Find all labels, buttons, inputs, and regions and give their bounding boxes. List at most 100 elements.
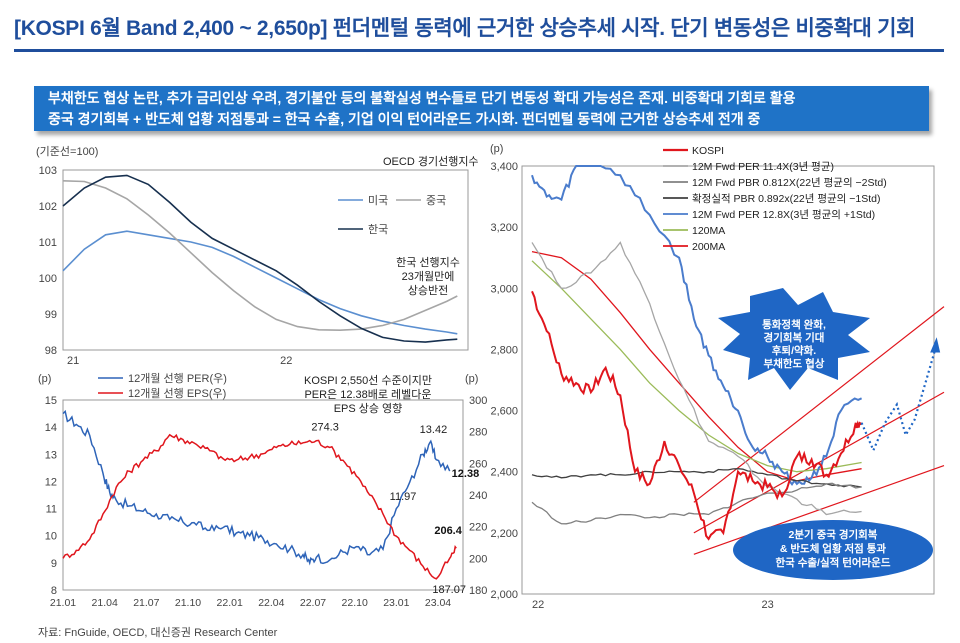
c2-y-left-tick: 15	[45, 395, 57, 407]
c2-x-tick: 22.07	[300, 597, 326, 609]
c3-legend-label: KOSPI	[692, 145, 724, 157]
c3-y-tick: 3,400	[490, 161, 518, 173]
summary-banner: 부채한도 협상 논란, 추가 금리인상 우려, 경기불안 등의 불확실성 변수들…	[34, 86, 929, 131]
c3-legend-label: 12M Fwd PER 11.4X(3년 평균)	[692, 161, 834, 173]
c1-title: OECD 경기선행지수	[383, 155, 478, 168]
c1-series-line	[62, 230, 458, 335]
c2-eps-low-label: 187.07	[432, 584, 466, 596]
oecd-leading-index-chart: (기준선=100) OECD 경기선행지수 98 99 100 101 102 103 2…	[36, 145, 478, 367]
c1-annotation: 한국 선행지수 23개월만에 상승반전	[396, 256, 460, 297]
c3-bubble-bottom-line2: & 반도체 업황 저점 통과	[780, 542, 887, 555]
banner-line-2: 중국 경기회복 + 반도체 업황 저점통과 = 한국 수출, 기업 이익 턴어라…	[48, 111, 761, 127]
c3-legend-label: 12M Fwd PER 12.8X(3년 평균의 +1Std)	[692, 209, 875, 221]
c2-y-left-tick: 8	[51, 585, 57, 597]
c3-forecast-arrowhead	[930, 337, 941, 353]
c2-eps-peak-label: 274.3	[311, 422, 339, 434]
c2-y-left-tick: 11	[46, 504, 57, 516]
c1-legend-korea: 한국	[368, 223, 388, 236]
c3-y-tick: 2,400	[490, 467, 518, 479]
c2-x-tick: 21.01	[50, 597, 76, 609]
c3-forecast-path	[860, 349, 937, 454]
c1-plot-frame	[62, 169, 469, 351]
c3-unit-label: (p)	[490, 143, 503, 155]
c2-annotation-line2: PER은 12.38배로 레벨다운	[304, 388, 431, 401]
c2-y-right-tick: 240	[469, 490, 487, 502]
c3-x-tick: 22	[532, 599, 544, 611]
c1-y-tick: 98	[45, 345, 57, 357]
c3-bubble-top-shape	[718, 288, 870, 390]
c3-y-tick: 3,000	[490, 283, 518, 295]
c2-annotation-line1: KOSPI 2,550선 수준이지만	[304, 374, 432, 387]
c3-y-tick: 2,800	[490, 344, 518, 356]
c2-x-tick: 23.01	[383, 597, 409, 609]
c2-eps-last-label: 206.4	[434, 525, 462, 537]
c2-x-tick: 21.04	[92, 597, 118, 609]
c3-series-line	[531, 468, 862, 488]
c3-bubble-bottom-line3: 한국 수출/실적 턴어라운드	[775, 556, 890, 569]
c2-y-right-tick: 200	[469, 553, 487, 565]
c2-x-tick: 23.04	[425, 597, 451, 609]
c1-annotation-line3: 상승반전	[408, 284, 448, 297]
c3-bubble-bottom: 2분기 중국 경기회복 & 반도체 업황 저점 통과 한국 수출/실적 턴어라운…	[733, 520, 933, 580]
c2-y-right-tick: 180	[469, 585, 487, 597]
c3-bubble-top-line4: 부채한도 협상	[764, 357, 825, 370]
c3-legend-label: 확정실적 PBR 0.892x(22년 평균의 −1Std)	[692, 192, 880, 205]
c2-per-last-label: 12.38	[452, 468, 480, 480]
c2-y-right-tick: 300	[469, 395, 487, 407]
c2-legend: 12개월 선행 PER(우) 12개월 선행 EPS(우)	[98, 372, 227, 400]
c3-bubble-top-line1: 통화정책 완화,	[762, 318, 826, 331]
c2-annotation-line3: EPS 상승 영향	[334, 402, 403, 415]
c3-bubble-bottom-line1: 2분기 중국 경기회복	[789, 528, 878, 541]
c3-series-line	[531, 260, 862, 473]
c2-y-right-tick: 260	[469, 458, 487, 470]
c1-legend-china: 중국	[426, 195, 446, 207]
c3-bubble-bottom-shape	[733, 520, 933, 580]
c2-x-tick: 22.01	[217, 597, 243, 609]
c1-annotation-line1: 한국 선행지수	[396, 256, 460, 269]
source-note: 자료: FnGuide, OECD, 대신증권 Research Center	[38, 627, 278, 639]
c3-bubble-top-line3: 후퇴/약화.	[772, 344, 817, 357]
c1-y-tick: 103	[39, 165, 57, 177]
c2-y-left-tick: 9	[51, 558, 57, 570]
c1-legend-us: 미국	[368, 194, 388, 207]
c3-channel-line	[693, 306, 945, 503]
c2-legend-per: 12개월 선행 PER(우)	[128, 372, 227, 385]
c2-per-peak-label: 13.42	[420, 424, 448, 436]
c2-x-tick: 21.10	[175, 597, 201, 609]
c1-y-tick: 100	[39, 273, 57, 285]
title-rule	[14, 49, 944, 52]
c1-unit-label: (기준선=100)	[36, 145, 98, 158]
c3-legend: KOSPI 12M Fwd PER 11.4X(3년 평균) 12M Fwd PBR…	[663, 145, 887, 253]
c2-y-right-tick: 220	[469, 522, 487, 534]
kospi-band-chart: (p) 2,000 2,200 2,400 2,600 2,800 3,000 3,200 3…	[490, 143, 945, 611]
c3-series-line	[531, 165, 863, 487]
c3-bubble-top: 통화정책 완화, 경기회복 기대 후퇴/약화. 부채한도 협상	[718, 288, 870, 390]
c2-y-right-tick: 280	[469, 427, 487, 439]
c2-y-left-tick: 12	[45, 476, 57, 488]
c1-series-line	[62, 174, 458, 343]
c3-legend-label: 12M Fwd PBR 0.812X(22년 평균의 −2Std)	[692, 177, 887, 189]
c3-y-tick: 2,200	[490, 528, 518, 540]
c2-legend-eps: 12개월 선행 EPS(우)	[128, 387, 226, 400]
c2-series-line	[62, 409, 451, 566]
c2-plot-frame	[62, 399, 464, 591]
c1-x-tick: 21	[67, 355, 79, 367]
c2-right-unit: (p)	[465, 373, 478, 385]
c3-series-line	[531, 290, 863, 541]
c2-left-unit: (p)	[38, 373, 51, 385]
c2-per-low-label: 11.97	[390, 491, 417, 503]
per-eps-chart: (p) (p) 8 9 10 11 12 13 14 15 180 200 220 240 260 280…	[38, 372, 487, 609]
c3-legend-label: 200MA	[692, 241, 725, 253]
c3-series-line	[531, 241, 862, 516]
c2-series-line	[62, 433, 457, 580]
c3-y-tick: 2,600	[490, 406, 518, 418]
c1-legend: 미국 중국 한국	[338, 194, 446, 236]
c3-bubble-top-line2: 경기회복 기대	[764, 331, 825, 344]
c1-y-tick: 99	[45, 309, 57, 321]
c1-y-tick: 102	[39, 201, 57, 213]
c2-y-left-tick: 10	[45, 531, 57, 543]
c2-y-left-tick: 13	[45, 449, 57, 461]
c2-y-left-tick: 14	[45, 422, 57, 434]
c1-annotation-line2: 23개월만에	[402, 270, 455, 283]
c3-x-tick: 23	[762, 599, 774, 611]
